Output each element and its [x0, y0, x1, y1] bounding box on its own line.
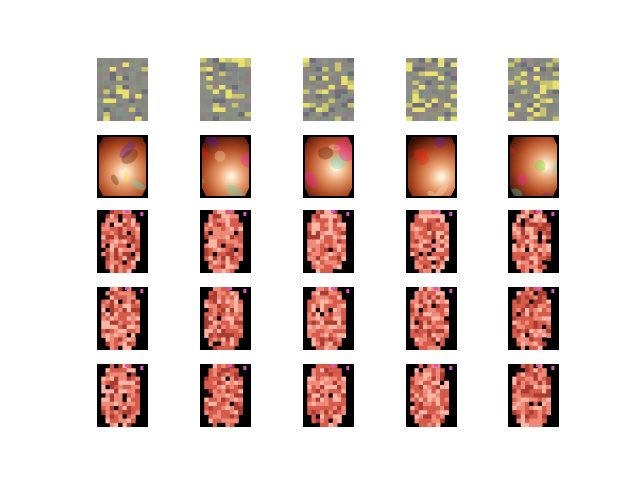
image-tile-canvas-r2-c2 — [200, 135, 251, 198]
image-tile-canvas-r3-c1 — [97, 210, 148, 273]
image-tile-r4-c4 — [406, 287, 457, 350]
image-tile-canvas-r4-c4 — [406, 287, 457, 350]
image-tile-canvas-r3-c2 — [200, 210, 251, 273]
image-tile-canvas-r3-c5 — [508, 210, 559, 273]
image-tile-r3-c1 — [97, 210, 148, 273]
image-tile-canvas-r1-c3 — [303, 58, 354, 121]
image-tile-r1-c2 — [200, 58, 251, 121]
image-tile-canvas-r4-c2 — [200, 287, 251, 350]
image-tile-canvas-r5-c4 — [406, 364, 457, 427]
image-tile-r1-c5 — [508, 58, 559, 121]
image-tile-r1-c1 — [97, 58, 148, 121]
image-tile-r3-c5 — [508, 210, 559, 273]
image-tile-r2-c4 — [406, 135, 457, 198]
image-tile-r3-c2 — [200, 210, 251, 273]
image-tile-r3-c4 — [406, 210, 457, 273]
image-tile-r3-c3 — [303, 210, 354, 273]
image-tile-canvas-r5-c3 — [303, 364, 354, 427]
image-tile-r4-c3 — [303, 287, 354, 350]
image-tile-canvas-r1-c1 — [97, 58, 148, 121]
image-tile-r2-c5 — [508, 135, 559, 198]
image-tile-canvas-r2-c5 — [508, 135, 559, 198]
image-tile-r5-c5 — [508, 364, 559, 427]
image-tile-r2-c3 — [303, 135, 354, 198]
image-tile-r2-c1 — [97, 135, 148, 198]
image-tile-canvas-r4-c1 — [97, 287, 148, 350]
image-tile-canvas-r1-c5 — [508, 58, 559, 121]
image-tile-canvas-r5-c5 — [508, 364, 559, 427]
image-tile-canvas-r5-c1 — [97, 364, 148, 427]
image-tile-r5-c1 — [97, 364, 148, 427]
image-tile-canvas-r5-c2 — [200, 364, 251, 427]
image-tile-r5-c3 — [303, 364, 354, 427]
image-tile-r5-c2 — [200, 364, 251, 427]
image-tile-r4-c2 — [200, 287, 251, 350]
image-tile-r1-c4 — [406, 58, 457, 121]
image-tile-canvas-r3-c3 — [303, 210, 354, 273]
image-tile-r4-c1 — [97, 287, 148, 350]
image-tile-canvas-r4-c3 — [303, 287, 354, 350]
image-tile-canvas-r2-c3 — [303, 135, 354, 198]
image-tile-canvas-r2-c1 — [97, 135, 148, 198]
image-tile-canvas-r1-c4 — [406, 58, 457, 121]
image-tile-r5-c4 — [406, 364, 457, 427]
image-tile-r4-c5 — [508, 287, 559, 350]
image-tile-canvas-r1-c2 — [200, 58, 251, 121]
image-tile-r2-c2 — [200, 135, 251, 198]
image-tile-canvas-r2-c4 — [406, 135, 457, 198]
image-tile-canvas-r4-c5 — [508, 287, 559, 350]
image-tile-r1-c3 — [303, 58, 354, 121]
image-tile-canvas-r3-c4 — [406, 210, 457, 273]
